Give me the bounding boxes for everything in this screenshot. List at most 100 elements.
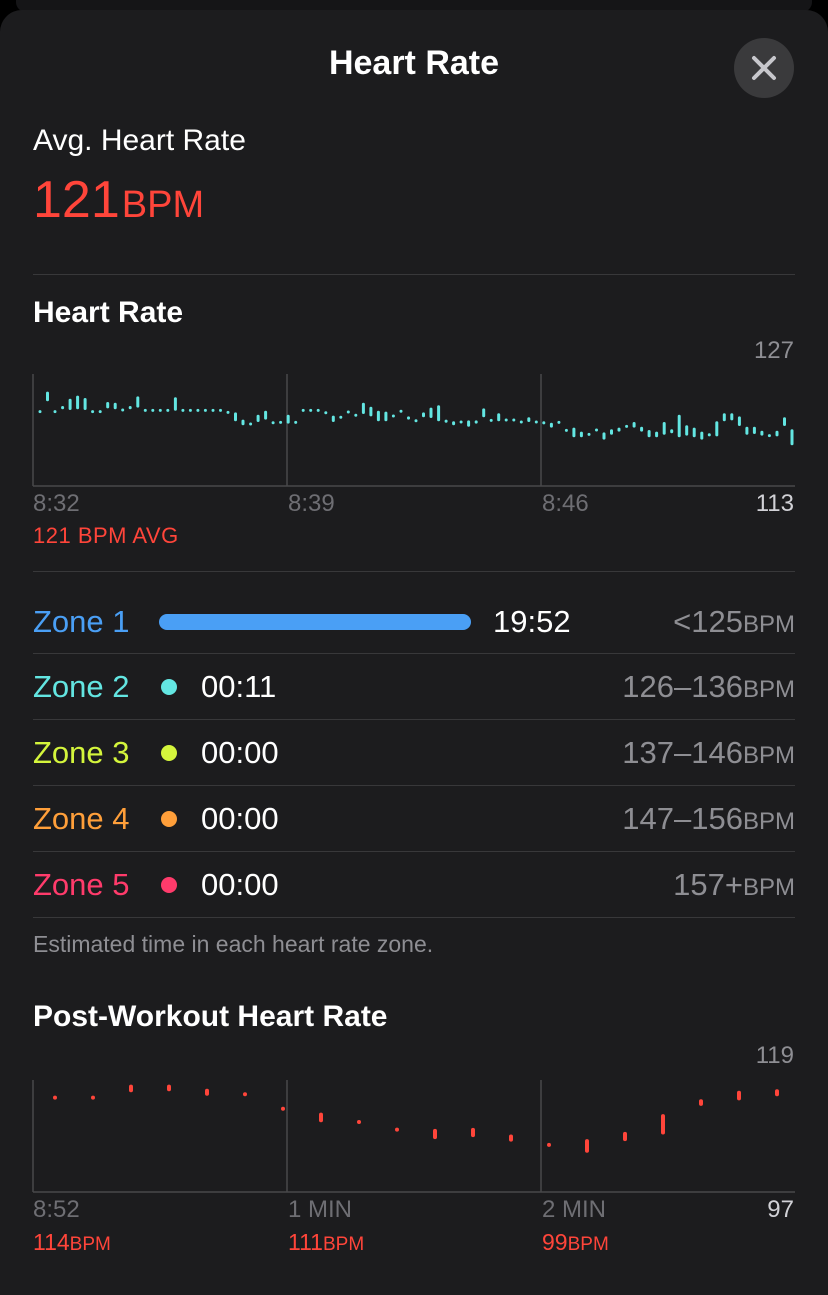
zone-row-2[interactable]: Zone 2 00:11 126–136BPM — [33, 654, 795, 720]
post-value: 111BPM — [288, 1229, 364, 1256]
post-value: 99BPM — [542, 1229, 609, 1256]
chart-range-bar — [752, 426, 756, 434]
zone-row-4[interactable]: Zone 4 00:00 147–156BPM — [33, 786, 795, 852]
chart-range-bar — [219, 408, 222, 412]
page-title: Heart Rate — [328, 44, 500, 82]
chart-range-bar — [98, 410, 102, 414]
avg-heart-rate-unit: BPM — [121, 184, 205, 226]
zone-dot — [161, 745, 177, 761]
zone-divider — [33, 785, 795, 786]
post-value-number: 99 — [542, 1229, 568, 1255]
chart-range-bar — [730, 413, 734, 421]
chart-range-bar — [203, 408, 207, 412]
zone-name: Zone 2 — [33, 669, 130, 704]
chart-range-bar — [256, 414, 260, 422]
chart-range-bar — [662, 422, 666, 435]
chart-range-bar — [319, 1112, 323, 1123]
chart-range-bar — [129, 1084, 133, 1093]
zone-name: Zone 1 — [33, 604, 130, 639]
zone-row-5[interactable]: Zone 5 00:00 157+BPM — [33, 852, 795, 918]
zone-range-value: 147–156 — [622, 801, 743, 836]
chart-range-bar — [471, 1127, 475, 1138]
chart-range-bar — [407, 416, 410, 420]
chart-range-bar — [309, 408, 313, 412]
chart-range-bar — [264, 410, 268, 420]
post-value-number: 114 — [33, 1229, 70, 1255]
chart-range-bar — [534, 420, 538, 424]
chart-range-bar — [414, 419, 418, 423]
avg-heart-rate-label: Avg. Heart Rate — [33, 124, 246, 157]
chart-range-bar — [331, 415, 335, 422]
chart-range-bar — [437, 405, 441, 422]
chart-range-bar — [699, 1099, 703, 1106]
chart-range-bar — [376, 410, 380, 422]
chart-range-bar — [647, 430, 651, 438]
heart-rate-chart — [32, 374, 795, 487]
zone-range-unit: BPM — [742, 874, 795, 901]
chart-range-bar — [497, 413, 501, 422]
chart-range-bar — [286, 414, 290, 424]
post-chart-y-min: 97 — [767, 1196, 794, 1223]
post-chart-x-label: 1 MIN — [288, 1196, 353, 1223]
chart-range-bar — [167, 1084, 171, 1092]
chart-range-bar — [509, 1134, 513, 1142]
zone-range-unit: BPM — [742, 611, 795, 638]
chart-range-bar — [91, 1095, 95, 1100]
chart-range-bar — [53, 1095, 57, 1100]
zone-range-unit: BPM — [742, 676, 795, 703]
hr-avg-caption: 121 BPM AVG — [33, 523, 179, 548]
chart-range-bar — [324, 411, 328, 415]
zones-note: Estimated time in each heart rate zone. — [33, 931, 434, 957]
zone-range: 147–156BPM — [622, 801, 795, 837]
chart-range-bar — [737, 1090, 741, 1101]
chart-range-bar — [467, 420, 471, 427]
chart-range-bar — [692, 427, 696, 438]
chart-range-bar — [433, 1128, 437, 1140]
chart-range-bar — [68, 398, 72, 410]
zone-range: 157+BPM — [673, 867, 795, 903]
post-chart-x-label: 8:52 — [33, 1196, 80, 1223]
hr-chart-y-max: 127 — [753, 337, 794, 364]
zone-divider — [33, 851, 795, 852]
chart-range-bar — [271, 421, 275, 425]
zone-row-3[interactable]: Zone 3 00:00 137–146BPM — [33, 720, 795, 786]
zone-time: 00:00 — [201, 867, 279, 902]
chart-range-bar — [76, 395, 80, 410]
chart-range-bar — [587, 432, 591, 436]
chart-range-bar — [429, 407, 433, 418]
zone-range: <125BPM — [673, 604, 795, 640]
chart-range-bar — [549, 422, 553, 428]
chart-range-bar — [715, 421, 719, 437]
hr-chart-x-label: 8:32 — [33, 490, 80, 517]
chart-range-bar — [384, 411, 388, 422]
chart-range-bar — [767, 434, 771, 438]
close-icon — [752, 56, 776, 80]
chart-range-bar — [775, 430, 779, 437]
close-button[interactable] — [734, 38, 794, 98]
background-sheet — [16, 0, 812, 12]
chart-range-bar — [361, 402, 365, 414]
chart-range-bar — [585, 1139, 589, 1153]
chart-range-bar — [357, 1120, 361, 1124]
zone-divider — [33, 653, 795, 654]
chart-range-bar — [661, 1114, 665, 1135]
chart-range-bar — [737, 416, 741, 426]
post-value-unit: BPM — [322, 1234, 365, 1255]
chart-range-bar — [173, 397, 177, 411]
chart-range-bar — [547, 1142, 551, 1147]
divider — [33, 274, 795, 275]
zone-range-value: 126–136 — [622, 669, 743, 704]
post-chart-x-label: 2 MIN — [542, 1196, 607, 1223]
modal-sheet — [0, 10, 828, 1295]
chart-range-bar — [38, 410, 42, 414]
chart-range-bar — [128, 406, 132, 410]
chart-range-bar — [399, 409, 403, 413]
chart-range-bar — [53, 410, 57, 414]
chart-range-bar — [346, 410, 350, 414]
chart-range-bar — [610, 429, 613, 435]
zone-name: Zone 5 — [33, 867, 130, 902]
chart-range-bar — [760, 430, 764, 436]
chart-range-bar — [205, 1088, 209, 1096]
zone-row-1[interactable]: Zone 1 19:52 <125BPM — [33, 589, 795, 655]
chart-range-bar — [632, 422, 636, 428]
